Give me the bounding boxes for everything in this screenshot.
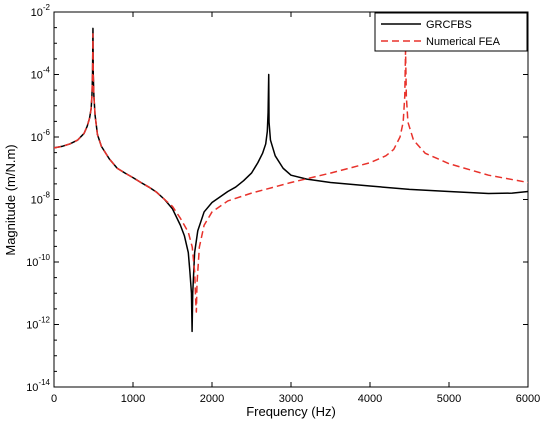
plot-background (53, 11, 529, 388)
legend-label-numerical-fea: Numerical FEA (426, 36, 501, 48)
legend-box (374, 12, 528, 52)
x-tick-label: 5000 (437, 393, 461, 405)
tick-layer: 0 1000 2000 3000 4000 5000 6000 10-14 10-12 10-10… (26, 3, 540, 405)
y-tick-label: 10-14 (26, 378, 50, 394)
y-tick-label: 10-12 (26, 316, 50, 332)
x-tick-label: 0 (51, 393, 57, 405)
y-axis-label: Magnitude (m/N.m) (3, 144, 18, 255)
x-tick-label: 3000 (279, 393, 303, 405)
y-tick-label: 10-4 (31, 66, 51, 82)
y-tick-label: 10-10 (26, 253, 50, 269)
y-tick-label: 10-8 (31, 191, 51, 207)
y-tick-label: 10-6 (31, 128, 51, 144)
legend-label-grcfbs: GRCFBS (426, 19, 472, 31)
x-axis-label: Frequency (Hz) (246, 404, 336, 419)
x-tick-label: 6000 (516, 393, 540, 405)
legend: GRCFBS Numerical FEA (374, 12, 528, 52)
series-layer (53, 27, 529, 333)
x-tick-label: 2000 (200, 393, 224, 405)
x-tick-label: 1000 (121, 393, 145, 405)
x-tick-label: 4000 (358, 393, 382, 405)
y-tick-label: 10-2 (31, 3, 51, 19)
